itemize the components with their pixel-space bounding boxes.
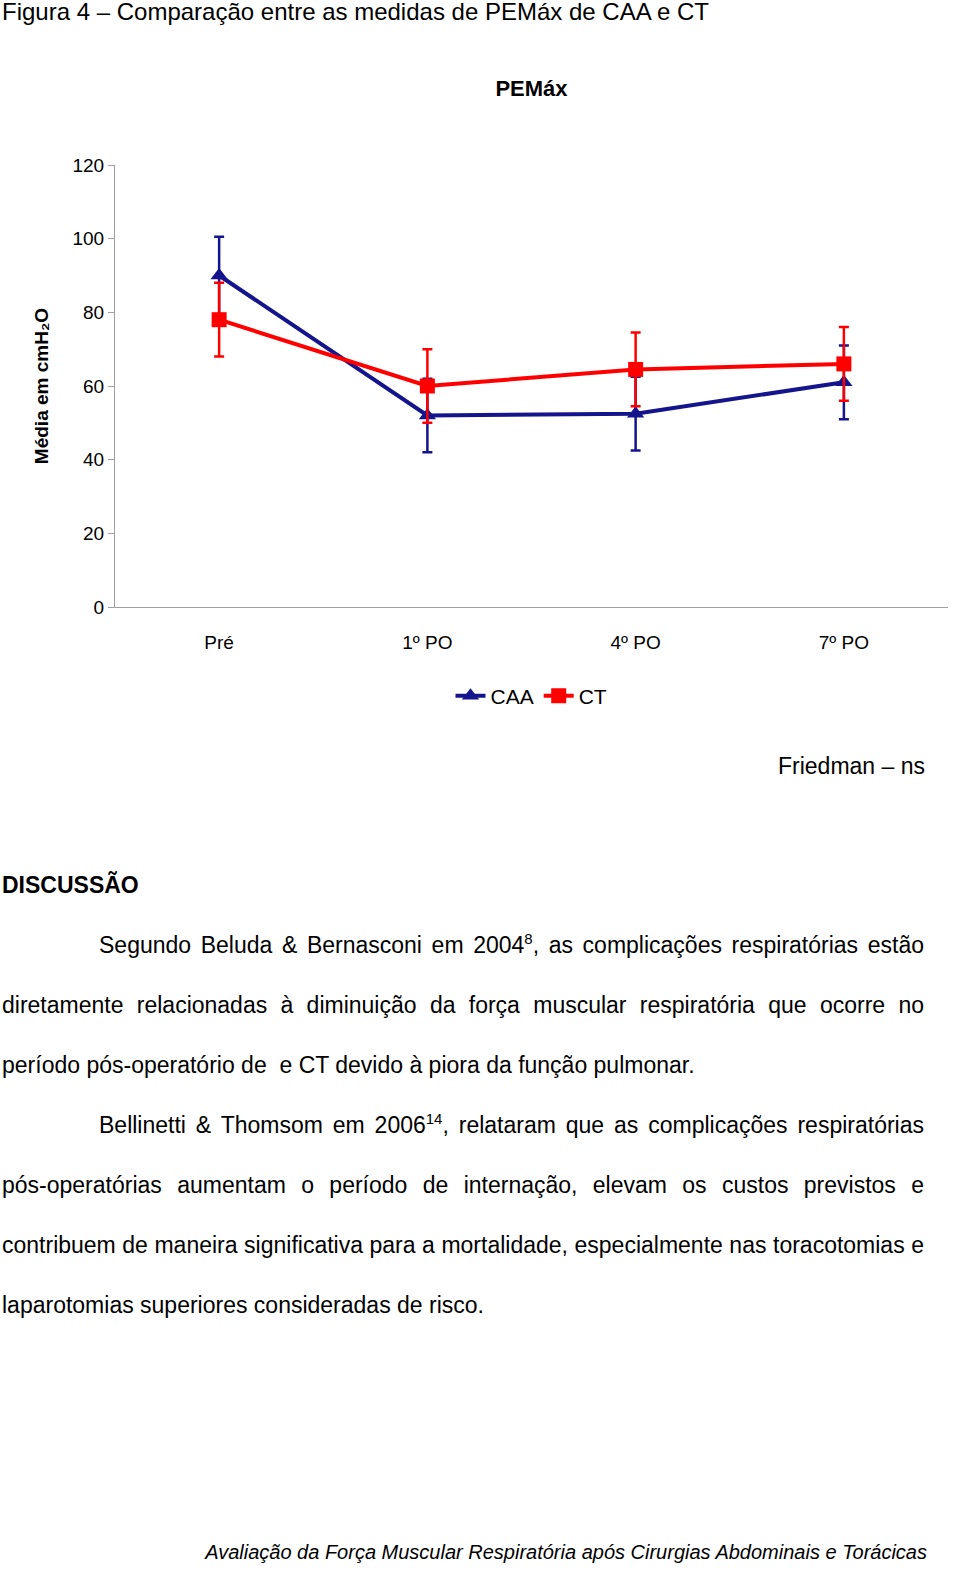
html-text:14, relataram que as complicaç: 14, relataram que as complicações respir…: [2, 1110, 931, 1318]
svg-text:100: 100: [72, 228, 104, 249]
svg-text:120: 120: [72, 155, 104, 176]
svg-text:0: 0: [94, 597, 105, 618]
svg-text:CT: CT: [579, 685, 607, 708]
html-text:Segundo Beluda & Bernasconi em: Segundo Beluda & Bernasconi em 2004: [99, 932, 525, 958]
html-text:Bellinetti & Thomsom em 2006: Bellinetti & Thomsom em 2006: [99, 1112, 426, 1138]
html-text:8, as complicações respiratóri: 8, as complicações respiratórias estão d…: [2, 930, 931, 1078]
html-text:Avaliação da Força Muscular Re: Avaliação da Força Muscular Respiratória…: [205, 1541, 927, 1563]
svg-text:CAA: CAA: [491, 685, 534, 708]
svg-text:80: 80: [83, 302, 104, 323]
svg-text:1º PO: 1º PO: [402, 632, 452, 653]
svg-text:PEMáx: PEMáx: [495, 76, 568, 101]
svg-text:40: 40: [83, 449, 104, 470]
svg-text:Média em cmH₂O: Média em cmH₂O: [31, 308, 52, 464]
html-text:DISCUSSÃO: DISCUSSÃO: [2, 872, 139, 898]
html-text:Friedman – ns: Friedman – ns: [778, 753, 925, 779]
svg-text:60: 60: [83, 376, 104, 397]
svg-text:20: 20: [83, 523, 104, 544]
svg-text:7º PO: 7º PO: [819, 632, 869, 653]
svg-text:Pré: Pré: [204, 632, 234, 653]
svg-text:4º PO: 4º PO: [611, 632, 661, 653]
